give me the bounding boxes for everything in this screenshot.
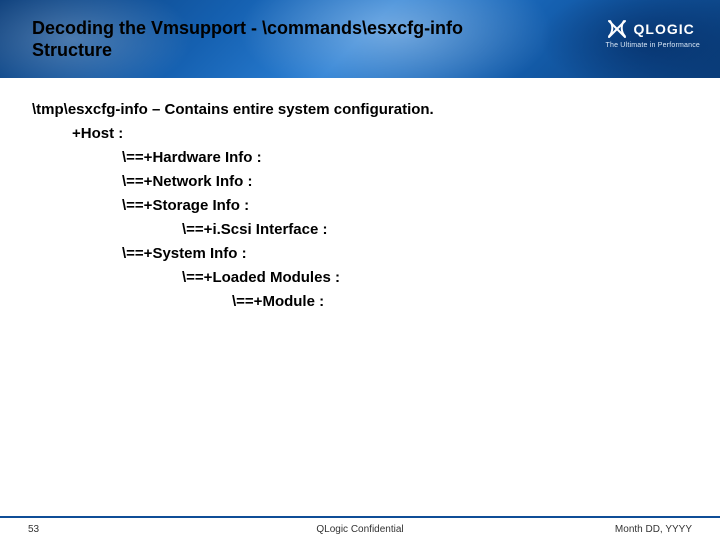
logo-tagline: The Ultimate in Performance <box>606 42 701 49</box>
slide-footer: 53 QLogic Confidential Month DD, YYYY <box>0 516 720 540</box>
footer-date: Month DD, YYYY <box>615 524 692 535</box>
tree-item: \==+System Info : <box>32 242 688 266</box>
slide-body: \tmp\esxcfg-info – Contains entire syste… <box>0 78 720 314</box>
title-line-2: Structure <box>32 40 112 60</box>
confidential-label: QLogic Confidential <box>316 524 403 535</box>
logo-text: QLOGIC <box>634 21 695 37</box>
tree-root: \tmp\esxcfg-info – Contains entire syste… <box>32 98 688 122</box>
tree-item: \==+Network Info : <box>32 170 688 194</box>
tree-host: +Host : <box>32 122 688 146</box>
tree-item: \==+Loaded Modules : <box>32 266 688 290</box>
tree-item: \==+Module : <box>32 290 688 314</box>
tree-item: \==+Storage Info : <box>32 194 688 218</box>
tree-item: \==+i.Scsi Interface : <box>32 218 688 242</box>
qlogic-mark-icon <box>606 18 628 40</box>
page-number: 53 <box>28 524 39 535</box>
brand-logo: QLOGIC The Ultimate in Performance <box>606 18 701 49</box>
slide-header: Decoding the Vmsupport - \commands\esxcf… <box>0 0 720 78</box>
logo-row: QLOGIC <box>606 18 701 40</box>
slide-title: Decoding the Vmsupport - \commands\esxcf… <box>32 17 463 62</box>
title-line-1: Decoding the Vmsupport - \commands\esxcf… <box>32 18 463 38</box>
tree-item: \==+Hardware Info : <box>32 146 688 170</box>
